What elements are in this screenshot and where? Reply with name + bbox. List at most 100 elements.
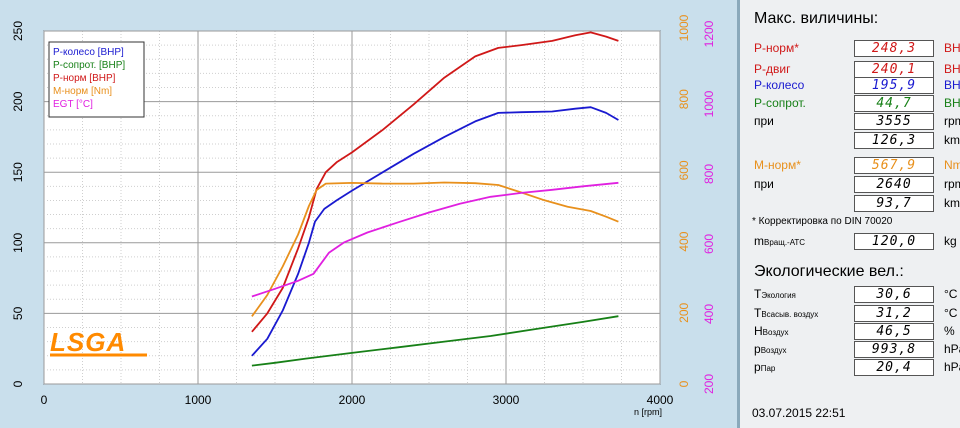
value-unit: BHP (944, 78, 960, 92)
value-row: при 3555 rpm (754, 113, 960, 131)
axis-ticks: 0 1000 2000 3000 400005010015020025002004006… (11, 14, 716, 407)
value-box: 240,1 (854, 61, 934, 78)
eco-label: HВоздух (754, 324, 789, 338)
series-line-2 (251, 31, 619, 333)
eco-label-sub: Всасыв. воздух (761, 310, 819, 319)
y-torque-tick-label: 200 (677, 302, 691, 322)
eco-label: TВсасыв. воздух (754, 306, 818, 320)
y-torque-tick-label: 600 (677, 160, 691, 180)
eco-label-symbol: p (754, 342, 761, 356)
value-box: 3555 (854, 113, 934, 130)
eco-row: HВоздух 46,5% (754, 323, 960, 341)
y-torque-tick-label: 400 (677, 231, 691, 251)
datetime: 03.07.2015 22:51 (752, 406, 846, 420)
value-box: 2640 (854, 176, 934, 193)
eco-label-sub: Экология (761, 291, 796, 300)
eco-unit: hPa (944, 342, 960, 356)
eco-row: TВсасыв. воздух 31,2 °C (754, 305, 960, 323)
lsga-logo: LSGA (50, 327, 147, 357)
mass-value: 120,0 (854, 233, 934, 250)
x-axis-label: n [rpm] (634, 407, 662, 417)
y-left-tick-label: 250 (11, 21, 25, 41)
series-line-0 (251, 106, 619, 357)
legend: P-колесо [BHP] P-сопрот. [BHP] P-норм [BHP… (48, 41, 145, 118)
eco-value-box: 46,5 (854, 323, 934, 340)
mass-row: mВращ.-АТС 120,0 kg (754, 233, 960, 251)
value-row: P-норм* 248,3 BHP (754, 40, 960, 58)
max-title: Макс. виличины: (754, 10, 879, 27)
value-box: 195,9 (854, 77, 934, 94)
dyno-chart: 0 1000 2000 3000 400005010015020025002004006… (11, 14, 716, 417)
eco-label: pПар (754, 360, 775, 374)
value-label: при (754, 114, 774, 128)
mass-unit: kg (944, 234, 957, 248)
x-tick-label: 3000 (493, 393, 520, 407)
y-torque-tick-label: 0 (677, 380, 691, 387)
value-box: 93,7 (854, 195, 934, 212)
eco-label: TЭкология (754, 287, 796, 301)
y-egt-tick-label: 200 (702, 374, 716, 394)
value-label: P-колесо (754, 78, 805, 92)
eco-label-sub: Воздух (760, 346, 787, 355)
value-row: P-сопрот. 44,7 BHP (754, 95, 960, 113)
eco-unit: hPa (944, 360, 960, 374)
series-line-4 (251, 181, 619, 298)
value-box: 44,7 (854, 95, 934, 112)
eco-row: pВоздух 993,8 hPa (754, 341, 960, 359)
legend-entry: P-колесо [BHP] (53, 47, 124, 58)
value-unit: km/h (944, 133, 960, 147)
value-label: P-сопрот. (754, 96, 806, 110)
eco-label-symbol: T (754, 287, 762, 301)
legend-entry: P-сопрот. [BHP] (53, 60, 125, 71)
x-tick-label: 4000 (647, 393, 674, 407)
y-left-tick-label: 100 (11, 232, 25, 252)
eco-title: Экологические вел.: (754, 263, 904, 280)
value-unit: BHP (944, 96, 960, 110)
y-left-tick-label: 0 (11, 380, 25, 387)
y-egt-tick-label: 800 (702, 164, 716, 184)
value-unit: rpm (944, 177, 960, 191)
value-box: 248,3 (854, 40, 934, 57)
eco-label-symbol: p (754, 360, 761, 374)
chart-area: 0 1000 2000 3000 4000 0 50 100 150 200 250 0 200 400 6… (11, 14, 716, 417)
eco-unit: °C (944, 306, 958, 320)
eco-unit: °C (944, 287, 958, 301)
value-box: 126,3 (854, 132, 934, 149)
value-unit: BHP (944, 62, 960, 76)
y-egt-tick-label: 1200 (702, 20, 716, 47)
value-label: M-норм* (754, 158, 801, 172)
eco-label-sub: Пар (760, 364, 776, 373)
logo-text: LSGA (50, 327, 126, 357)
eco-label-symbol: T (754, 306, 762, 320)
legend-entry: EGT [°C] (53, 99, 93, 110)
eco-value-box: 31,2 (854, 305, 934, 322)
value-row: P-двиг 240,1 BHP (754, 61, 960, 79)
value-label: P-двиг (754, 62, 791, 76)
y-egt-tick-label: 600 (702, 234, 716, 254)
value-unit: rpm (944, 114, 960, 128)
eco-label-sub: Воздух (762, 328, 789, 337)
y-left-tick-label: 50 (11, 306, 25, 320)
eco-label-symbol: H (754, 324, 763, 338)
grid-lines (43, 30, 661, 385)
series-line-3 (251, 181, 619, 317)
legend-entry: M-норм [Nm] (53, 86, 112, 97)
din-note: * Корректировка по DIN 70020 (752, 216, 893, 227)
eco-row: TЭкология 30,6 °C (754, 286, 960, 304)
legend-entry: P-норм [BHP] (53, 73, 116, 84)
value-unit: BHP (944, 41, 960, 55)
value-label: при (754, 177, 774, 191)
value-row: P-колесо 195,9 BHP (754, 77, 960, 95)
eco-value-box: 30,6 (854, 286, 934, 303)
eco-label: pВоздух (754, 342, 787, 356)
values-panel: Макс. виличины: P-норм* 248,3 BHP P-двиг 240… (740, 0, 960, 428)
value-row: 93,7 km/h (754, 195, 960, 213)
eco-unit: % (944, 324, 955, 338)
series-line-1 (251, 315, 619, 367)
panel-divider[interactable] (737, 0, 740, 428)
y-left-tick-label: 150 (11, 162, 25, 182)
mass-label: m (754, 234, 764, 248)
eco-value-box: 993,8 (854, 341, 934, 358)
x-tick-label: 0 (41, 393, 48, 407)
y-egt-tick-label: 1000 (702, 90, 716, 117)
